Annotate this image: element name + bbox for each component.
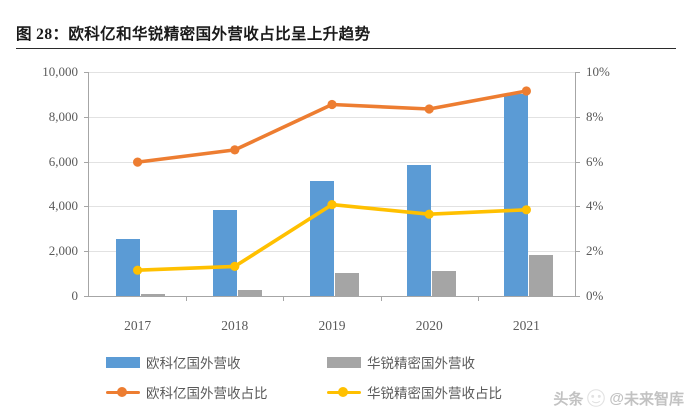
marker-okeyi-2021 <box>521 86 531 96</box>
axis-tick <box>84 116 89 118</box>
marker-okeyi-2017 <box>133 157 143 167</box>
marker-huarui-2020 <box>424 209 434 219</box>
marker-okeyi-2018 <box>230 145 240 155</box>
plot-area: 2017 2018 2019 2020 2021 <box>84 72 580 333</box>
bar-gray-2017 <box>140 294 165 296</box>
y-axis-right-label: 6% <box>586 153 604 169</box>
y-axis-left-label: 6,000 <box>48 153 78 169</box>
page-title: 图 28：欧科亿和华锐精密国外营收占比呈上升趋势 <box>16 26 371 43</box>
x-axis-label-2020: 2020 <box>415 318 443 333</box>
watermark: 头条 @ 未来智库 <box>553 387 684 409</box>
legend-item-huarui-ratio[interactable]: 华锐精密国外营收占比 <box>327 382 502 402</box>
y-axis-left-label: 0 <box>71 288 79 303</box>
x-axis-tick <box>477 296 479 301</box>
bar-gray-2020 <box>432 270 457 296</box>
legend-label: 华锐精密国外营收 <box>367 356 475 371</box>
legend-label: 华锐精密国外营收占比 <box>367 386 502 401</box>
x-axis-tick <box>283 296 285 301</box>
marker-okeyi-2020 <box>424 104 434 114</box>
x-axis-tick <box>186 296 188 301</box>
bar-blue-2018 <box>212 210 237 296</box>
marker-huarui-2021 <box>521 205 531 215</box>
axis-tick <box>575 206 580 208</box>
bar-gray-2019 <box>335 272 359 296</box>
marker-okeyi-2019 <box>327 99 337 110</box>
axis-tick <box>84 72 89 73</box>
axis-tick <box>84 295 89 297</box>
line-huarui-overseas-ratio <box>135 202 529 272</box>
bar-blue-2021 <box>504 94 529 296</box>
bar-blue-2019 <box>310 180 334 296</box>
legend-swatch-gray-icon <box>327 356 361 368</box>
chart-legend: 欧科亿国外营收 华锐精密国外营收 欧科亿国外营收占比 华锐精密国外营收占比 <box>0 346 692 410</box>
y-axis-left-label: 4,000 <box>48 198 78 214</box>
x-axis-label-2017: 2017 <box>124 318 152 333</box>
bar-blue-2020 <box>407 165 432 296</box>
marker-huarui-2017 <box>133 265 143 275</box>
legend-swatch-blue-icon <box>106 356 140 368</box>
axis-tick <box>84 206 89 208</box>
title-divider <box>16 48 676 49</box>
y-axis-right-label: 10% <box>586 64 610 79</box>
x-axis-label-2018: 2018 <box>221 318 249 333</box>
line-series-layer <box>133 86 531 275</box>
bar-gray-2018 <box>237 290 262 296</box>
x-axis-tick <box>380 296 382 301</box>
legend-label: 欧科亿国外营收 <box>146 356 241 371</box>
gridline <box>89 161 575 163</box>
axis-tick <box>575 295 580 297</box>
gridline <box>89 72 575 73</box>
cloud-face-logo-icon <box>587 389 606 407</box>
y-axis-left-label: 8,000 <box>48 108 78 124</box>
chart-canvas: 10,000 8,000 6,000 4,000 2,000 0 10% 8% … <box>0 58 692 333</box>
legend-item-okeyi-revenue[interactable]: 欧科亿国外营收 <box>106 352 241 372</box>
legend-item-huarui-revenue[interactable]: 华锐精密国外营收 <box>327 352 475 372</box>
title-block: 图 28：欧科亿和华锐精密国外营收占比呈上升趋势 <box>16 22 676 49</box>
bar-gray-2021 <box>529 255 554 296</box>
legend-label: 欧科亿国外营收占比 <box>146 386 268 401</box>
x-axis-label-2021: 2021 <box>512 318 540 333</box>
legend-swatch-orange-line-icon <box>106 386 140 398</box>
y-axis-left-label: 2,000 <box>48 243 78 259</box>
y-axis-right-label: 0% <box>586 288 604 303</box>
watermark-at: @ <box>609 389 624 407</box>
axis-tick <box>575 251 580 253</box>
legend-item-okeyi-ratio[interactable]: 欧科亿国外营收占比 <box>106 382 268 402</box>
y-axis-right-label: 4% <box>586 198 604 214</box>
watermark-suffix: 未来智库 <box>623 390 684 408</box>
axis-tick <box>575 161 580 163</box>
marker-huarui-2019 <box>327 200 337 210</box>
axis-tick <box>84 251 89 253</box>
y-axis-left-label: 10,000 <box>42 64 78 79</box>
axis-tick <box>575 72 580 73</box>
x-axis-label-2019: 2019 <box>318 318 346 333</box>
gridline <box>89 116 575 118</box>
watermark-prefix: 头条 <box>553 390 584 408</box>
axis-tick <box>84 161 89 163</box>
marker-huarui-2018 <box>230 261 240 271</box>
y-axis-right-label: 2% <box>586 243 604 259</box>
legend-swatch-yellow-line-icon <box>327 386 361 398</box>
axis-tick <box>575 116 580 118</box>
y-axis-right-label: 8% <box>586 108 604 124</box>
